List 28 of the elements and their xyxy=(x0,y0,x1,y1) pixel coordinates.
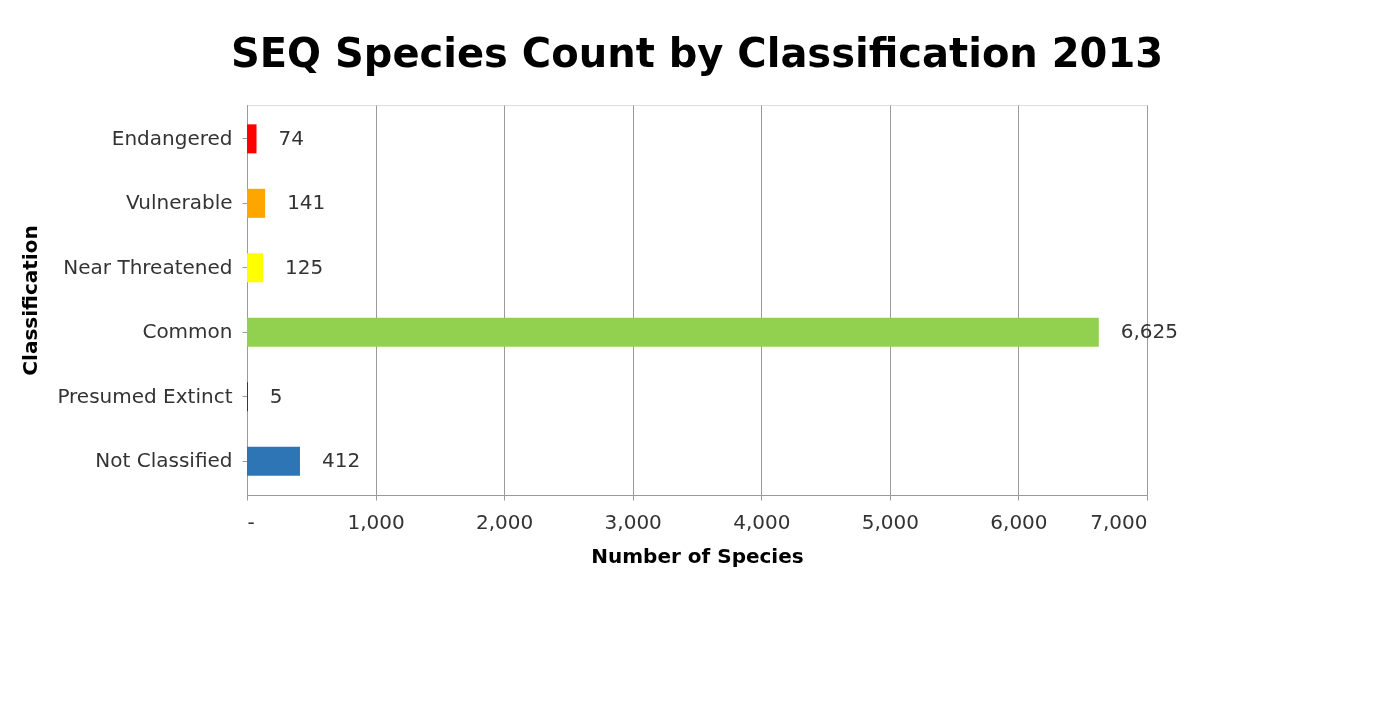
data-label: 412 xyxy=(321,448,361,473)
x-tick-label: 5,000 xyxy=(861,509,919,534)
data-label: 74 xyxy=(278,125,304,150)
y-tick-label: Not Classified xyxy=(95,448,233,473)
x-axis-title: Number of Species xyxy=(591,543,804,568)
x-tick-label: 1,000 xyxy=(347,509,405,534)
data-label: 125 xyxy=(285,254,324,279)
y-tick-label: Endangered xyxy=(111,125,233,150)
y-axis-title: Classification xyxy=(18,225,43,376)
bar xyxy=(247,446,300,476)
bar xyxy=(247,253,264,283)
x-tick-label: 2,000 xyxy=(476,509,534,534)
bar xyxy=(247,124,257,154)
x-tick-label: - xyxy=(247,509,255,534)
y-tick-label: Vulnerable xyxy=(125,190,233,215)
x-tick-label: 7,000 xyxy=(1090,509,1148,534)
y-tick-label: Presumed Extinct xyxy=(57,383,233,408)
bar xyxy=(247,188,266,218)
data-label: 6,625 xyxy=(1120,319,1179,344)
y-tick-label: Near Threatened xyxy=(63,254,233,279)
x-tick-label: 4,000 xyxy=(733,509,791,534)
x-tick-label: 3,000 xyxy=(604,509,662,534)
data-label: 5 xyxy=(269,383,283,408)
data-label: 141 xyxy=(287,190,326,215)
y-tick-label: Common xyxy=(142,319,233,344)
bar xyxy=(247,317,1099,347)
chart-title: SEQ Species Count by Classification 2013 xyxy=(230,30,1164,76)
x-tick-label: 6,000 xyxy=(990,509,1048,534)
